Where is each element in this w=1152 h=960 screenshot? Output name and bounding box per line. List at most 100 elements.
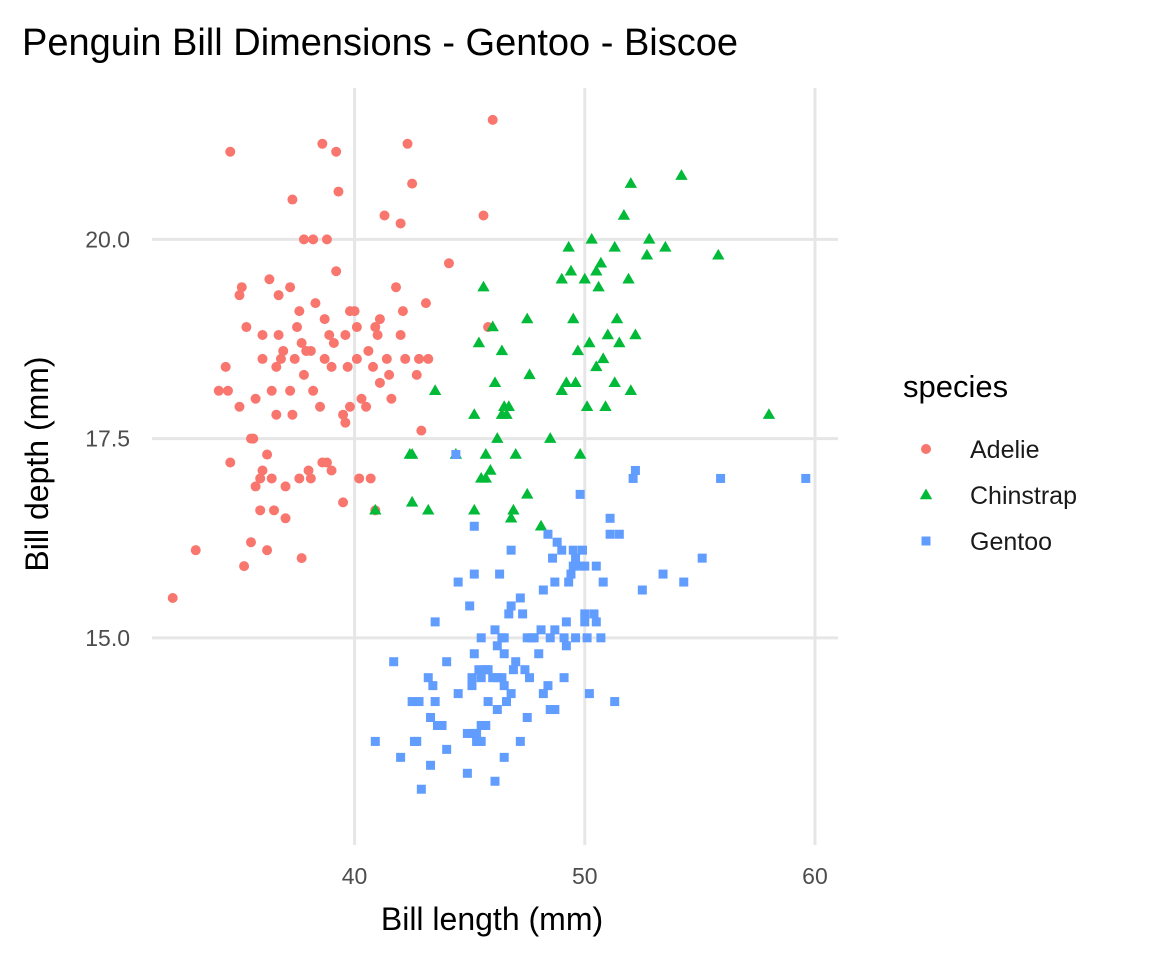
data-point [321, 457, 332, 468]
data-point [515, 593, 525, 603]
data-point [370, 322, 381, 333]
data-point [508, 665, 518, 675]
y-tick-label: 17.5 [85, 426, 130, 452]
legend-label: Adelie [970, 436, 1040, 464]
data-point [442, 657, 452, 667]
data-point [422, 503, 435, 515]
data-point [469, 569, 479, 579]
data-point [426, 760, 436, 770]
data-point [416, 784, 426, 794]
data-point [534, 519, 548, 531]
data-point [614, 529, 624, 539]
data-point [420, 298, 431, 309]
data-point [543, 681, 553, 691]
data-point [564, 264, 578, 276]
data-point [405, 448, 419, 459]
data-point [492, 673, 502, 683]
data-point [591, 561, 601, 571]
legend-key [919, 488, 933, 500]
data-point [239, 561, 250, 572]
data-point [624, 384, 637, 396]
data-point [469, 521, 479, 531]
data-point [483, 665, 493, 675]
data-point [389, 657, 399, 667]
data-point [617, 208, 631, 220]
data-point [557, 545, 567, 555]
data-point [338, 409, 349, 420]
data-point [506, 601, 516, 611]
data-point [580, 609, 590, 619]
data-point [308, 234, 319, 245]
data-point [497, 673, 507, 683]
data-point [479, 471, 492, 483]
data-point [405, 495, 419, 507]
data-point [305, 345, 316, 356]
data-point [321, 234, 332, 245]
data-point [296, 553, 307, 564]
data-point [305, 473, 316, 484]
data-point [585, 232, 598, 244]
data-point [658, 569, 668, 579]
data-point [477, 280, 490, 292]
data-point [659, 240, 672, 252]
data-point [580, 400, 594, 411]
data-point [577, 545, 587, 555]
data-point [515, 736, 525, 746]
data-point [582, 633, 592, 643]
data-point [550, 577, 560, 587]
data-point [476, 720, 486, 730]
data-point [476, 633, 486, 643]
data-point [294, 306, 305, 317]
data-point [560, 376, 573, 388]
data-point [679, 577, 689, 587]
data-point [543, 529, 553, 539]
data-point [575, 561, 585, 571]
data-point [285, 282, 296, 293]
data-point [442, 744, 452, 754]
data-point [506, 689, 516, 699]
data-point [363, 345, 374, 356]
data-point [296, 337, 307, 348]
data-point [640, 248, 654, 260]
data-point [257, 465, 268, 476]
data-point [369, 503, 382, 515]
data-point [298, 234, 309, 245]
data-point [411, 369, 422, 380]
data-point [412, 736, 422, 746]
data-point [310, 298, 321, 309]
data-point [328, 337, 339, 348]
data-point [397, 306, 408, 317]
data-point [590, 360, 603, 372]
data-point [578, 272, 591, 284]
data-point [365, 473, 376, 484]
y-axis-title: Bill depth (mm) [19, 356, 55, 571]
data-point [628, 473, 638, 483]
data-point [481, 720, 491, 730]
data-point [414, 697, 424, 707]
data-point [622, 272, 635, 284]
data-point [266, 473, 277, 484]
data-point [506, 545, 516, 555]
series-adelie [167, 114, 498, 603]
data-point [453, 689, 463, 699]
data-point [476, 673, 486, 683]
y-axis-ticks: 15.0 17.5 20.0 [85, 226, 130, 650]
data-point [326, 361, 337, 372]
data-point [430, 617, 440, 627]
data-point [491, 432, 504, 443]
y-tick-label: 15.0 [85, 625, 130, 651]
data-point [465, 601, 475, 611]
data-point [545, 705, 555, 715]
legend-items: Adelie Chinstrap Gentoo [919, 436, 1077, 556]
data-point [571, 344, 585, 356]
data-point [561, 617, 571, 627]
data-point [495, 344, 509, 356]
data-point [255, 473, 266, 484]
data-point [522, 633, 532, 643]
data-point [319, 314, 330, 325]
data-point [428, 384, 442, 396]
data-point [338, 497, 349, 508]
data-point [379, 210, 390, 221]
data-point [550, 705, 560, 715]
data-point [521, 487, 534, 499]
